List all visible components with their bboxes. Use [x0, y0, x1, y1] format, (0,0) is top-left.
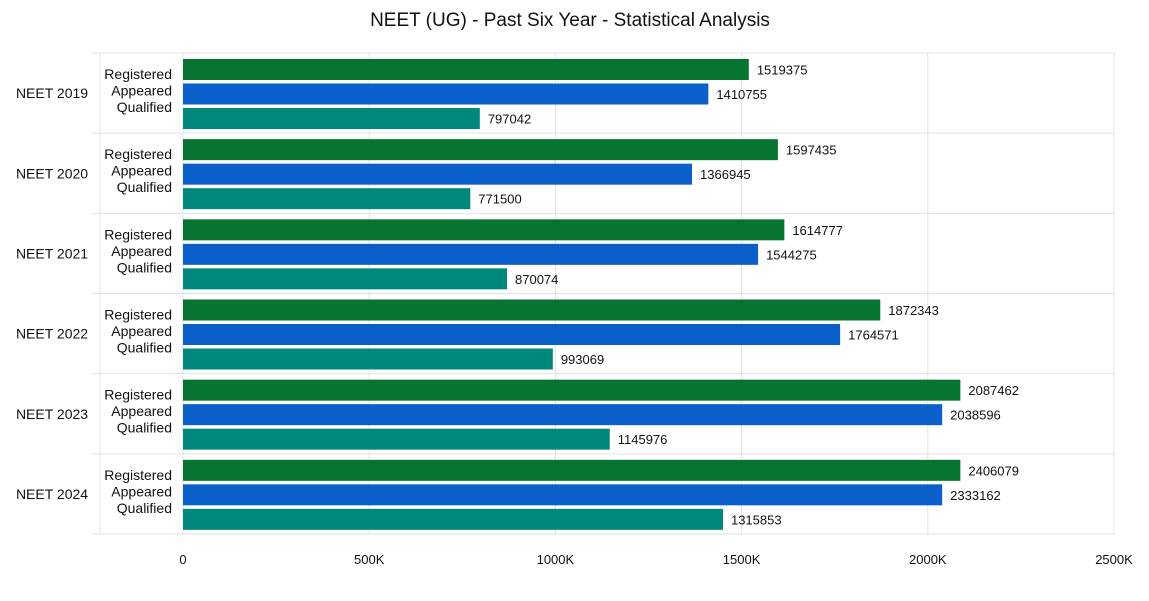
series-sub-label: Appeared [111, 403, 172, 419]
data-label: 1872343 [888, 303, 939, 318]
x-tick-label: 1000K [537, 552, 575, 567]
series-sub-label: Appeared [111, 323, 172, 339]
data-label: 1597435 [786, 143, 837, 158]
bar [183, 484, 943, 506]
data-label: 2087462 [968, 383, 1019, 398]
series-sub-label: Registered [104, 307, 172, 323]
series-sub-label: Appeared [111, 483, 172, 499]
data-label: 1614777 [792, 223, 843, 238]
data-label: 2406079 [968, 463, 1019, 478]
series-sub-label: Qualified [117, 500, 172, 516]
series-sub-label: Registered [104, 146, 172, 162]
series-sub-label: Appeared [111, 243, 172, 259]
x-tick-label: 2500K [1095, 552, 1133, 567]
series-sub-label: Appeared [111, 83, 172, 99]
series-sub-label: Qualified [117, 420, 172, 436]
bar-layer [183, 59, 961, 530]
bar [183, 188, 471, 210]
data-label: 2333162 [950, 488, 1001, 503]
series-sub-label: Qualified [117, 179, 172, 195]
bar [183, 348, 553, 370]
group-label: NEET 2020 [16, 165, 88, 181]
group-label: NEET 2023 [16, 406, 88, 422]
data-label: 993069 [561, 352, 604, 367]
group-label: NEET 2019 [16, 85, 88, 101]
data-label: 1145976 [618, 432, 668, 447]
bar [183, 299, 881, 321]
series-sub-label: Qualified [117, 99, 172, 115]
series-sub-label: Qualified [117, 340, 172, 356]
bar [183, 508, 723, 530]
group-label: NEET 2024 [16, 486, 88, 502]
group-label: NEET 2022 [16, 326, 88, 342]
bar [183, 59, 749, 80]
bar [183, 83, 709, 105]
bar [183, 139, 778, 161]
bar [183, 219, 785, 241]
x-tick-label: 0 [179, 552, 186, 567]
series-sub-label: Registered [104, 467, 172, 483]
bar [183, 163, 693, 185]
bar [183, 108, 480, 129]
data-label: 1764571 [848, 328, 899, 343]
bar [183, 428, 610, 450]
bar [183, 404, 943, 426]
series-sub-label: Registered [104, 66, 172, 82]
bar [183, 459, 961, 481]
x-tick-label: 500K [354, 552, 385, 567]
label-layer: 0 500K 1000K 1500K 2000K 2500K NEET 2019 Regist… [16, 63, 1133, 568]
data-label: 797042 [488, 112, 531, 127]
series-sub-label: Qualified [117, 259, 172, 275]
group-label: NEET 2021 [16, 245, 88, 261]
bar [183, 379, 961, 401]
series-sub-label: Registered [104, 387, 172, 403]
bar [183, 243, 759, 265]
series-sub-label: Appeared [111, 163, 172, 179]
x-tick-label: 1500K [723, 552, 761, 567]
data-label: 1366945 [700, 167, 751, 182]
data-label: 1519375 [757, 63, 808, 78]
grid-layer [92, 52, 1115, 535]
data-label: 2038596 [950, 408, 1001, 423]
data-label: 1410755 [716, 87, 767, 102]
bar [183, 268, 508, 290]
data-label: 771500 [478, 192, 521, 207]
data-label: 1544275 [766, 247, 817, 262]
data-label: 870074 [515, 272, 558, 287]
x-tick-label: 2000K [909, 552, 947, 567]
series-sub-label: Registered [104, 226, 172, 242]
bar [183, 324, 841, 345]
chart-title: NEET (UG) - Past Six Year - Statistical … [370, 10, 770, 31]
data-label: 1315853 [731, 512, 782, 527]
